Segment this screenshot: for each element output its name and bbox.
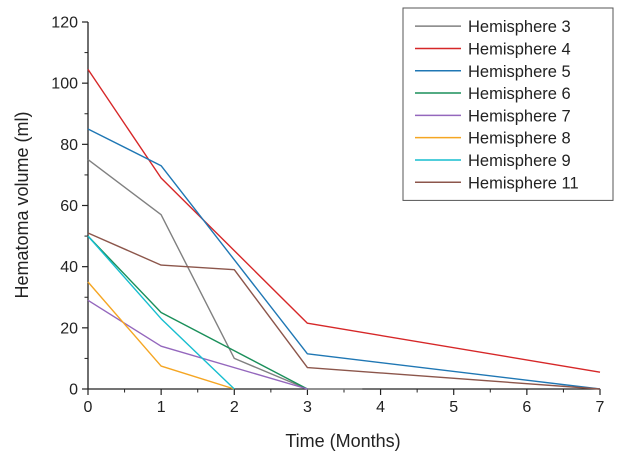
series-line-hemisphere-9 (87, 235, 235, 390)
series-line-hemisphere-8 (87, 281, 235, 390)
series-line-hemisphere-7 (87, 299, 308, 390)
x-tick-label: 2 (230, 399, 239, 416)
axes: 0 20 40 60 80 100 120 0 1 2 3 4 5 6 7 (51, 15, 604, 417)
legend-label-hemisphere-3: Hemisphere 3 (468, 18, 571, 36)
x-tick-label: 0 (84, 399, 93, 416)
legend-label-hemisphere-7: Hemisphere 7 (468, 107, 571, 125)
x-tick-label: 4 (376, 399, 385, 416)
y-tick-label: 60 (60, 198, 78, 215)
x-tick-label: 1 (157, 399, 166, 416)
x-tick-label: 5 (449, 399, 458, 416)
y-tick-label: 100 (51, 76, 78, 93)
legend-label-hemisphere-5: Hemisphere 5 (468, 63, 571, 81)
y-tick-label: 0 (69, 382, 78, 399)
series-layer (87, 69, 601, 390)
y-tick-label: 20 (60, 320, 78, 337)
series-line-hemisphere-5 (87, 128, 601, 390)
legend-label-hemisphere-8: Hemisphere 8 (468, 130, 571, 148)
series-line-hemisphere-4 (87, 69, 601, 373)
legend-label-hemisphere-9: Hemisphere 9 (468, 152, 571, 170)
y-tick-label: 40 (60, 259, 78, 276)
x-axis-title: Time (Months) (285, 431, 400, 451)
legend: Hemisphere 3 Hemisphere 4 Hemisphere 5 Hemi… (402, 7, 614, 201)
y-tick-label: 80 (60, 137, 78, 154)
legend-label-hemisphere-11: Hemisphere 11 (468, 174, 579, 192)
x-tick-label: 7 (596, 399, 605, 416)
legend-label-hemisphere-4: Hemisphere 4 (468, 40, 571, 58)
x-tick-label: 3 (303, 399, 312, 416)
series-line-hemisphere-3 (87, 159, 363, 390)
y-axis-title: Hematoma volume (ml) (12, 111, 32, 298)
series-line-hemisphere-6 (87, 235, 308, 390)
x-tick-label: 6 (522, 399, 531, 416)
series-line-hemisphere-11 (87, 232, 601, 390)
legend-box (402, 7, 614, 201)
legend-label-hemisphere-6: Hemisphere 6 (468, 85, 571, 103)
y-tick-label: 120 (51, 15, 78, 32)
